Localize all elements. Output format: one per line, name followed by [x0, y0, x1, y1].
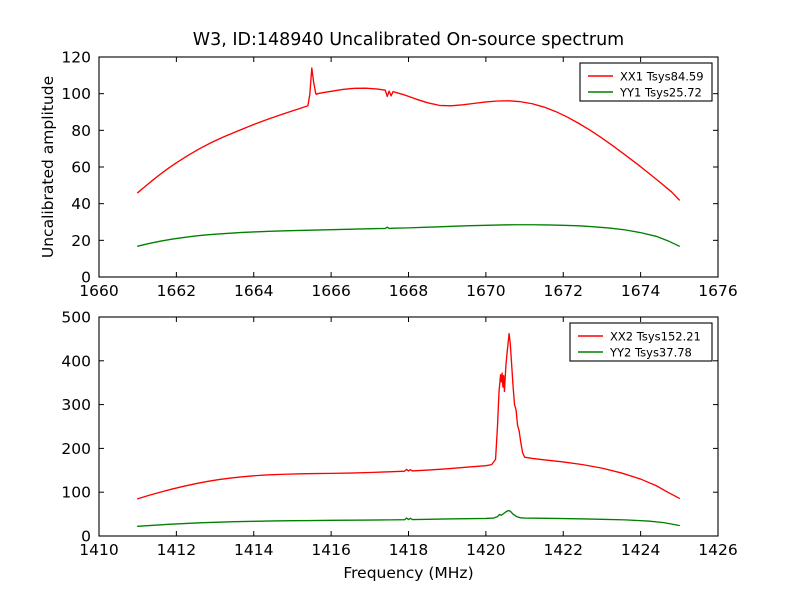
x-tick-label-top: 1674 [621, 282, 660, 300]
x-tick-label-bottom: 1414 [234, 541, 273, 559]
y-axis-label-top: Uncalibrated amplitude [39, 76, 57, 258]
series-line-yy1 [137, 224, 680, 247]
x-tick-label-top: 1670 [466, 282, 505, 300]
x-tick-label-bottom: 1418 [389, 541, 428, 559]
legend-box-top [579, 62, 713, 102]
series-line-yy2 [137, 509, 680, 528]
y-tick-label-top: 40 [71, 195, 91, 213]
x-tick-label-top: 1676 [698, 282, 737, 300]
legend-label-yy2: YY2 Tsys37.78 [609, 346, 692, 360]
legend-top: XX1 Tsys84.59 YY1 Tsys25.72 [579, 62, 713, 102]
x-tick-label-bottom: 1424 [621, 541, 660, 559]
plot-panel-bottom: 1410 1412 1414 1416 1418 1420 1422 1424 1426 0 100… [61, 309, 737, 583]
y-tick-label-bottom: 200 [61, 440, 91, 458]
y-tick-label-top: 0 [81, 269, 91, 287]
y-tick-label-top: 120 [61, 49, 91, 67]
y-tick-label-top: 60 [71, 159, 91, 177]
x-tick-label-bottom: 1410 [79, 541, 118, 559]
x-tick-label-top: 1672 [544, 282, 583, 300]
legend-box-bottom [569, 322, 713, 362]
x-tick-label-top: 1660 [79, 282, 118, 300]
series-line-xx1 [137, 67, 680, 201]
y-tick-label-bottom: 100 [61, 484, 91, 502]
x-tick-label-bottom: 1420 [466, 541, 505, 559]
y-tick-label-bottom: 300 [61, 396, 91, 414]
legend-bottom: XX2 Tsys152.21 YY2 Tsys37.78 [569, 322, 713, 362]
y-tick-label-bottom: 400 [61, 352, 91, 370]
y-tick-label-top: 100 [61, 85, 91, 103]
y-tick-label-top: 80 [71, 122, 91, 140]
y-tick-label-top: 20 [71, 232, 91, 250]
figure-title: W3, ID:148940 Uncalibrated On-source spe… [193, 30, 624, 50]
x-tick-label-bottom: 1412 [157, 541, 196, 559]
x-tick-label-bottom: 1416 [311, 541, 350, 559]
x-tick-label-top: 1666 [311, 282, 350, 300]
x-tick-label-bottom: 1426 [698, 541, 737, 559]
x-axis-label-bottom: Frequency (MHz) [343, 564, 473, 582]
legend-label-xx1: XX1 Tsys84.59 [620, 70, 704, 84]
legend-label-xx2: XX2 Tsys152.21 [610, 330, 701, 344]
legend-label-yy1: YY1 Tsys25.72 [619, 86, 702, 100]
y-tick-label-bottom: 0 [81, 528, 91, 546]
x-tick-label-top: 1664 [234, 282, 273, 300]
y-tick-label-bottom: 500 [61, 309, 91, 327]
series-line-xx2 [137, 332, 680, 500]
x-tick-label-bottom: 1422 [544, 541, 583, 559]
x-tick-label-top: 1662 [157, 282, 196, 300]
x-tick-label-top: 1668 [389, 282, 428, 300]
plot-panel-top: 1660 1662 1664 1666 1668 1670 1672 1674 1676 0 20 4… [39, 49, 738, 301]
